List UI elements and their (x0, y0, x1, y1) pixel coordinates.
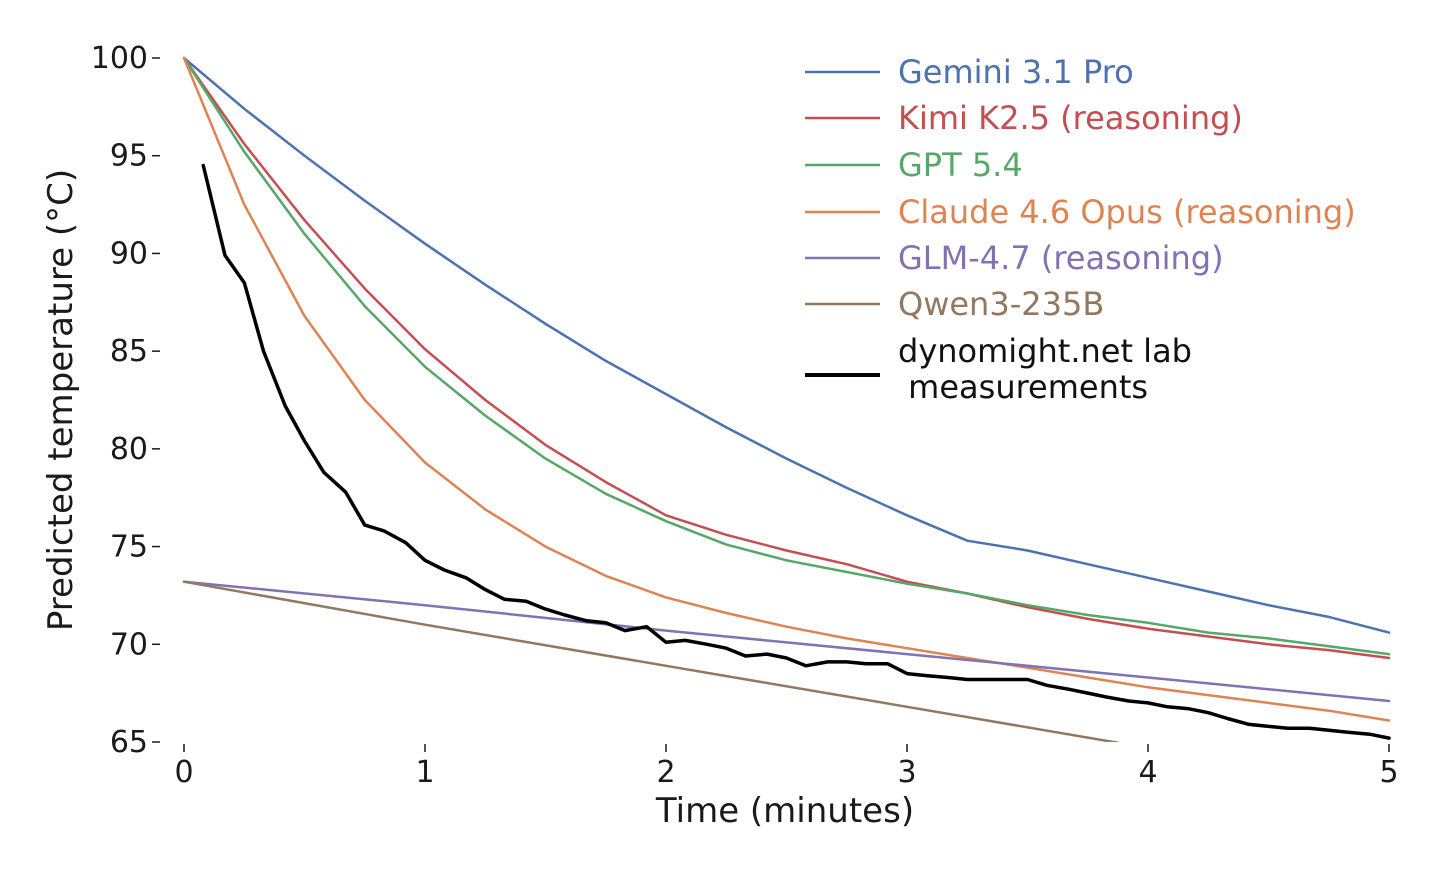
y-tick-label: 90 (110, 236, 148, 271)
legend-label-0: Gemini 3.1 Pro (898, 53, 1134, 91)
legend-label-2: GPT 5.4 (898, 146, 1023, 184)
x-tick-label: 1 (415, 755, 434, 790)
x-tick-label: 3 (897, 755, 916, 790)
x-axis-ticks: 0 1 2 3 4 5 (174, 744, 1399, 790)
x-tick-label: 2 (656, 755, 675, 790)
y-tick-label: 75 (110, 530, 148, 565)
plot-lines (182, 56, 1391, 742)
legend: Gemini 3.1 Pro Kimi K2.5 (reasoning) GPT 5… (805, 53, 1356, 406)
x-axis-label: Time (minutes) (655, 791, 914, 831)
y-tick-label: 95 (110, 139, 148, 174)
legend-label-6: dynomight.net lab measurements (898, 332, 1192, 406)
y-tick-label: 65 (110, 725, 148, 760)
series-line-6 (201, 163, 1391, 740)
y-axis-label: Predicted temperature (°C) (41, 169, 81, 631)
y-axis-ticks: 65 70 75 80 85 90 95 100 (91, 41, 160, 760)
series-line-4 (182, 580, 1391, 703)
series-line-0 (182, 56, 1391, 634)
x-tick-label: 4 (1138, 755, 1157, 790)
y-tick-label: 70 (110, 627, 148, 662)
legend-label-3: Claude 4.6 Opus (reasoning) (898, 193, 1356, 231)
y-tick-label: 100 (91, 41, 148, 76)
series-line-5 (182, 580, 1121, 742)
x-tick-label: 0 (174, 755, 193, 790)
y-tick-label: 85 (110, 334, 148, 369)
legend-label-5: Qwen3-235B (898, 285, 1104, 323)
y-tick-label: 80 (110, 432, 148, 467)
series-line-2 (182, 56, 1391, 656)
series-line-1 (182, 56, 1391, 660)
x-tick-label: 5 (1379, 755, 1398, 790)
legend-label-1: Kimi K2.5 (reasoning) (898, 99, 1243, 137)
legend-label-4: GLM-4.7 (reasoning) (898, 239, 1224, 277)
series-line-3 (182, 56, 1391, 722)
